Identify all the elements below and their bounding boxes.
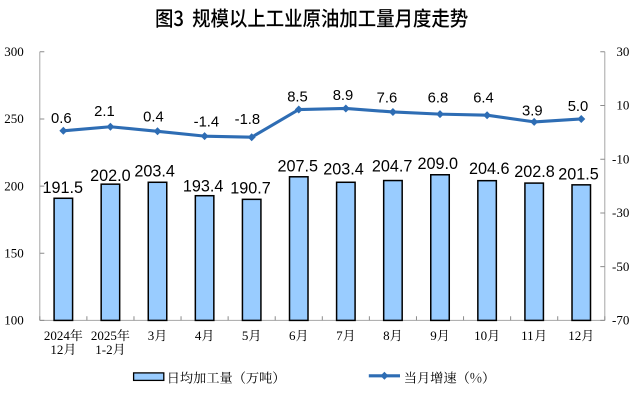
- svg-text:200: 200: [4, 178, 24, 193]
- svg-text:193.4: 193.4: [183, 177, 224, 195]
- svg-text:3.9: 3.9: [522, 103, 543, 119]
- svg-text:10: 10: [474, 328, 487, 343]
- svg-text:-1.4: -1.4: [194, 115, 220, 131]
- svg-text:6.8: 6.8: [428, 90, 449, 106]
- svg-text:202.8: 202.8: [514, 163, 555, 181]
- svg-text:190.7: 190.7: [230, 180, 271, 198]
- svg-text:0.4: 0.4: [143, 109, 164, 125]
- svg-text:203.4: 203.4: [323, 160, 364, 178]
- svg-text:191.5: 191.5: [42, 179, 83, 197]
- svg-text:8: 8: [383, 328, 390, 343]
- svg-text:-50: -50: [612, 259, 629, 274]
- svg-text:204.6: 204.6: [469, 160, 510, 178]
- svg-text:201.5: 201.5: [558, 165, 599, 183]
- svg-text:0.6: 0.6: [51, 111, 72, 127]
- svg-text:5: 5: [242, 328, 249, 343]
- svg-text:204.7: 204.7: [372, 158, 413, 176]
- svg-text:11: 11: [521, 328, 534, 343]
- svg-text:300: 300: [4, 44, 24, 59]
- svg-text:7.6: 7.6: [377, 91, 398, 107]
- svg-text:2024: 2024: [44, 328, 70, 343]
- svg-text:3: 3: [148, 328, 155, 343]
- svg-text:12: 12: [568, 328, 581, 343]
- svg-text:6.4: 6.4: [473, 91, 494, 107]
- svg-text:6: 6: [289, 328, 296, 343]
- svg-text:4: 4: [195, 328, 202, 343]
- svg-text:9: 9: [430, 328, 437, 343]
- svg-text:1-2: 1-2: [95, 342, 112, 357]
- svg-text:30: 30: [616, 44, 629, 59]
- svg-text:8.5: 8.5: [287, 89, 308, 105]
- svg-text:12: 12: [50, 342, 63, 357]
- svg-text:2.1: 2.1: [94, 104, 115, 120]
- svg-text:2025: 2025: [91, 328, 117, 343]
- svg-text:250: 250: [4, 111, 24, 126]
- svg-text:203.4: 203.4: [134, 163, 175, 181]
- svg-text:-1.8: -1.8: [235, 112, 261, 128]
- svg-text:209.0: 209.0: [417, 155, 458, 173]
- svg-text:8.9: 8.9: [333, 88, 354, 104]
- svg-text:7: 7: [336, 328, 343, 343]
- svg-text:10: 10: [616, 98, 629, 113]
- svg-text:207.5: 207.5: [277, 158, 318, 176]
- svg-text:-10: -10: [612, 151, 629, 166]
- svg-text:150: 150: [4, 245, 24, 260]
- svg-text:-70: -70: [612, 313, 629, 328]
- svg-text:202.0: 202.0: [90, 167, 131, 185]
- svg-text:5.0: 5.0: [568, 99, 589, 115]
- svg-text:-30: -30: [612, 205, 629, 220]
- svg-text:100: 100: [4, 313, 24, 328]
